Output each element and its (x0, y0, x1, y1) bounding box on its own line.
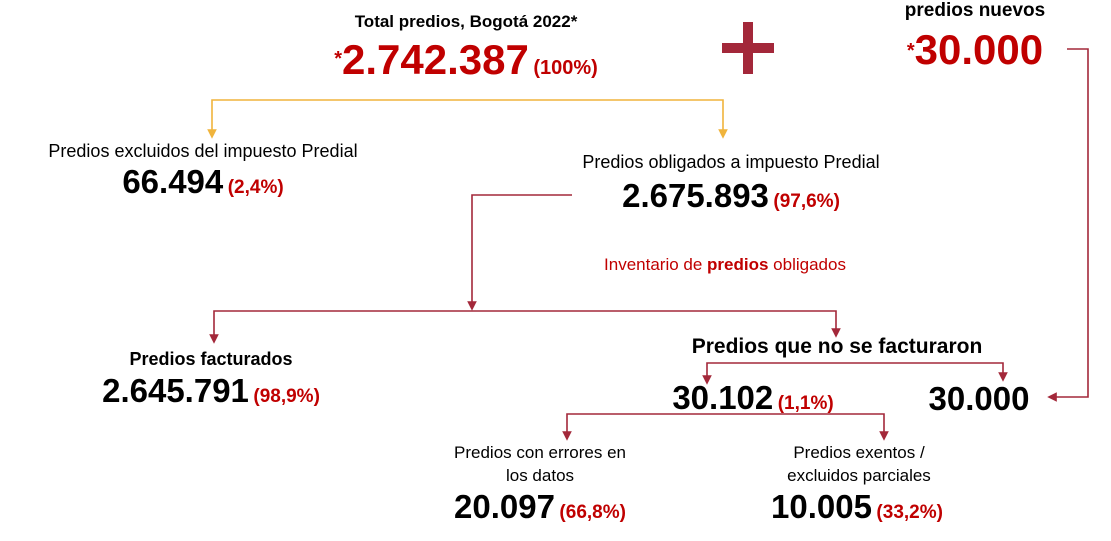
new-predios-connector (1047, 48, 1089, 402)
not-billed-extra-value: 30.000 (928, 380, 1030, 417)
inventory-suffix: obligados (768, 255, 846, 274)
exempt-label-line2: excluidos parciales (787, 466, 931, 485)
errors-label-line1: Predios con errores en (454, 443, 626, 462)
inventory-label: Inventario de predios obligados (604, 255, 846, 275)
plus-icon (722, 22, 774, 74)
total-pct: (100%) (533, 57, 598, 79)
total-value: 2.742.387 (342, 36, 529, 83)
exempt-value-group: 10.005 (33,2%) (771, 488, 943, 526)
new-predios-value-group: *30.000 (907, 26, 1043, 74)
new-predios-value: 30.000 (914, 26, 1044, 73)
billed-value: 2.645.791 (102, 372, 249, 409)
billed-split-connector (209, 310, 841, 344)
excluded-label: Predios excluidos del impuesto Predial (48, 141, 358, 161)
not-billed-value-group: 30.102 (1,1%) (672, 379, 833, 417)
exempt-value: 10.005 (771, 488, 872, 525)
billed-label: Predios facturados (129, 349, 293, 369)
inventory-highlight: predios (707, 255, 769, 274)
errors-value: 20.097 (454, 488, 555, 525)
excluded-pct: (2,4%) (227, 177, 284, 198)
obligated-value: 2.675.893 (622, 177, 769, 214)
subtype-connector (562, 413, 889, 441)
excluded-value-group: 66.494 (2,4%) (122, 163, 283, 201)
not-billed-label: Predios que no se facturaron (691, 335, 983, 358)
errors-label: Predios con errores en los datos (454, 441, 626, 487)
errors-value-group: 20.097 (66,8%) (454, 488, 626, 526)
inventory-prefix: Inventario de (604, 255, 708, 274)
not-billed-value: 30.102 (672, 379, 774, 416)
obligated-value-group: 2.675.893 (97,6%) (622, 177, 840, 215)
total-value-group: *2.742.387 (100%) (334, 36, 598, 84)
not-billed-pct: (1,1%) (777, 393, 834, 414)
billed-value-group: 2.645.791 (98,9%) (102, 372, 320, 410)
new-predios-label: predios nuevos (904, 0, 1046, 21)
excluded-value: 66.494 (122, 163, 224, 200)
obligated-connector (467, 194, 572, 311)
exempt-label-line1: Predios exentos / (793, 443, 925, 462)
total-asterisk: * (334, 48, 342, 70)
new-predios-asterisk: * (906, 40, 915, 62)
not-billed-connector (702, 362, 1008, 385)
obligated-label: Predios obligados a impuesto Predial (582, 152, 880, 172)
exempt-label: Predios exentos / excluidos parciales (787, 441, 931, 487)
total-label: Total predios, Bogotá 2022* (354, 12, 578, 31)
errors-label-line2: los datos (505, 466, 575, 485)
total-split-connector (207, 99, 728, 139)
obligated-pct: (97,6%) (773, 191, 840, 212)
exempt-pct: (33,2%) (876, 502, 943, 523)
errors-pct: (66,8%) (559, 502, 626, 523)
billed-pct: (98,9%) (253, 386, 320, 407)
